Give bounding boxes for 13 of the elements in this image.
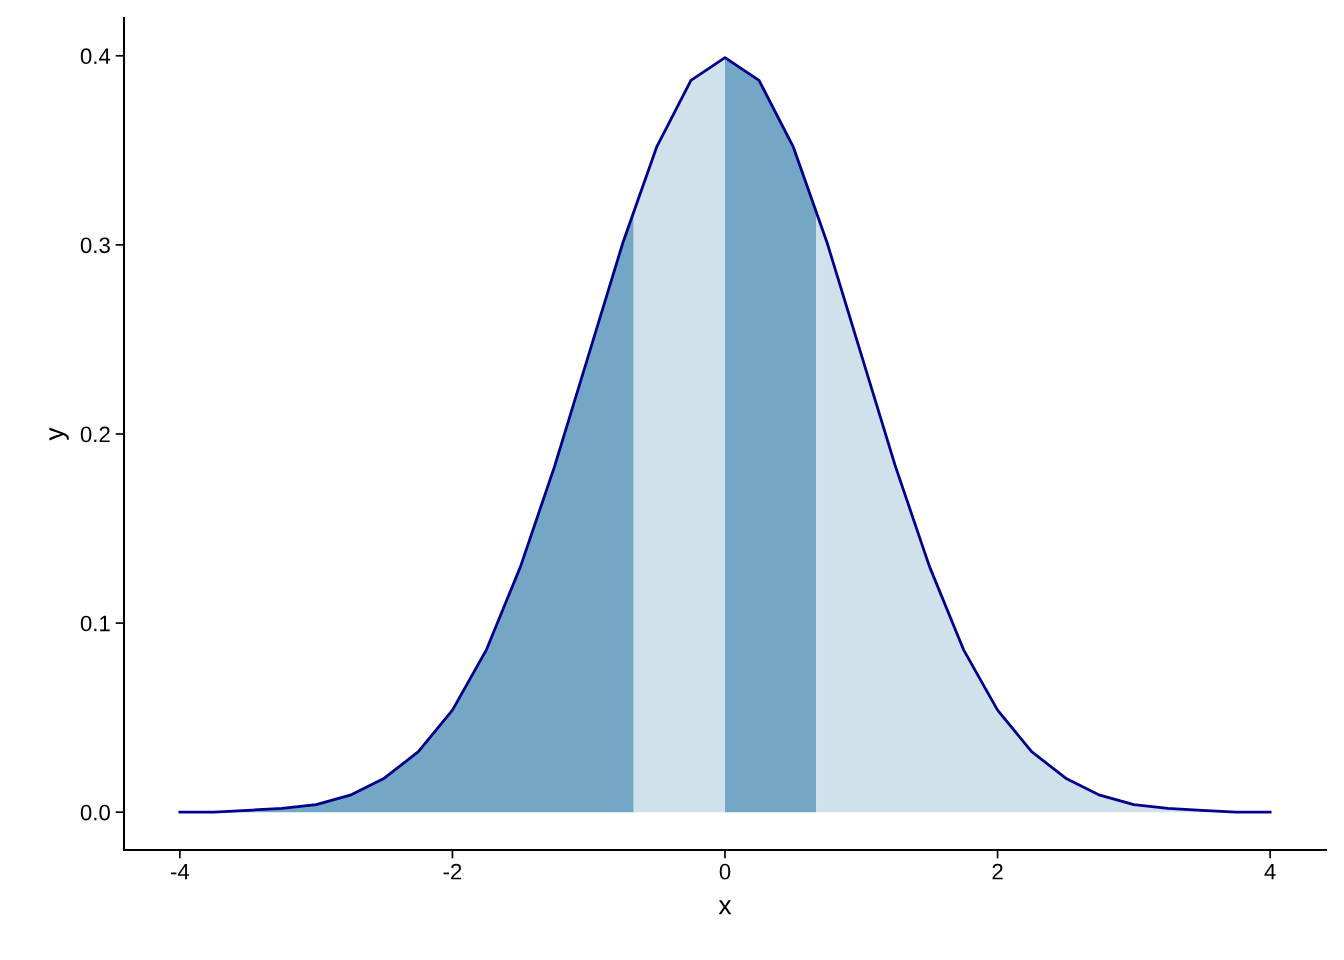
x-axis-title: x bbox=[718, 900, 732, 915]
y-tick-label: 0.4 bbox=[80, 48, 111, 65]
y-tick-label: 0.0 bbox=[80, 804, 110, 821]
x-tick-label: 2 bbox=[992, 863, 1003, 880]
x-tick-label: -2 bbox=[443, 863, 462, 880]
x-tick-label: 0 bbox=[719, 863, 731, 880]
y-tick-label: 0.2 bbox=[80, 426, 110, 443]
x-tick-label: 4 bbox=[1264, 864, 1276, 880]
y-tick-label: 0.3 bbox=[80, 237, 110, 254]
y-axis-title: y bbox=[49, 427, 69, 441]
line-series bbox=[178, 56, 1272, 814]
y-tick-label: 0.1 bbox=[80, 615, 110, 632]
x-tick-label: -4 bbox=[170, 864, 190, 880]
